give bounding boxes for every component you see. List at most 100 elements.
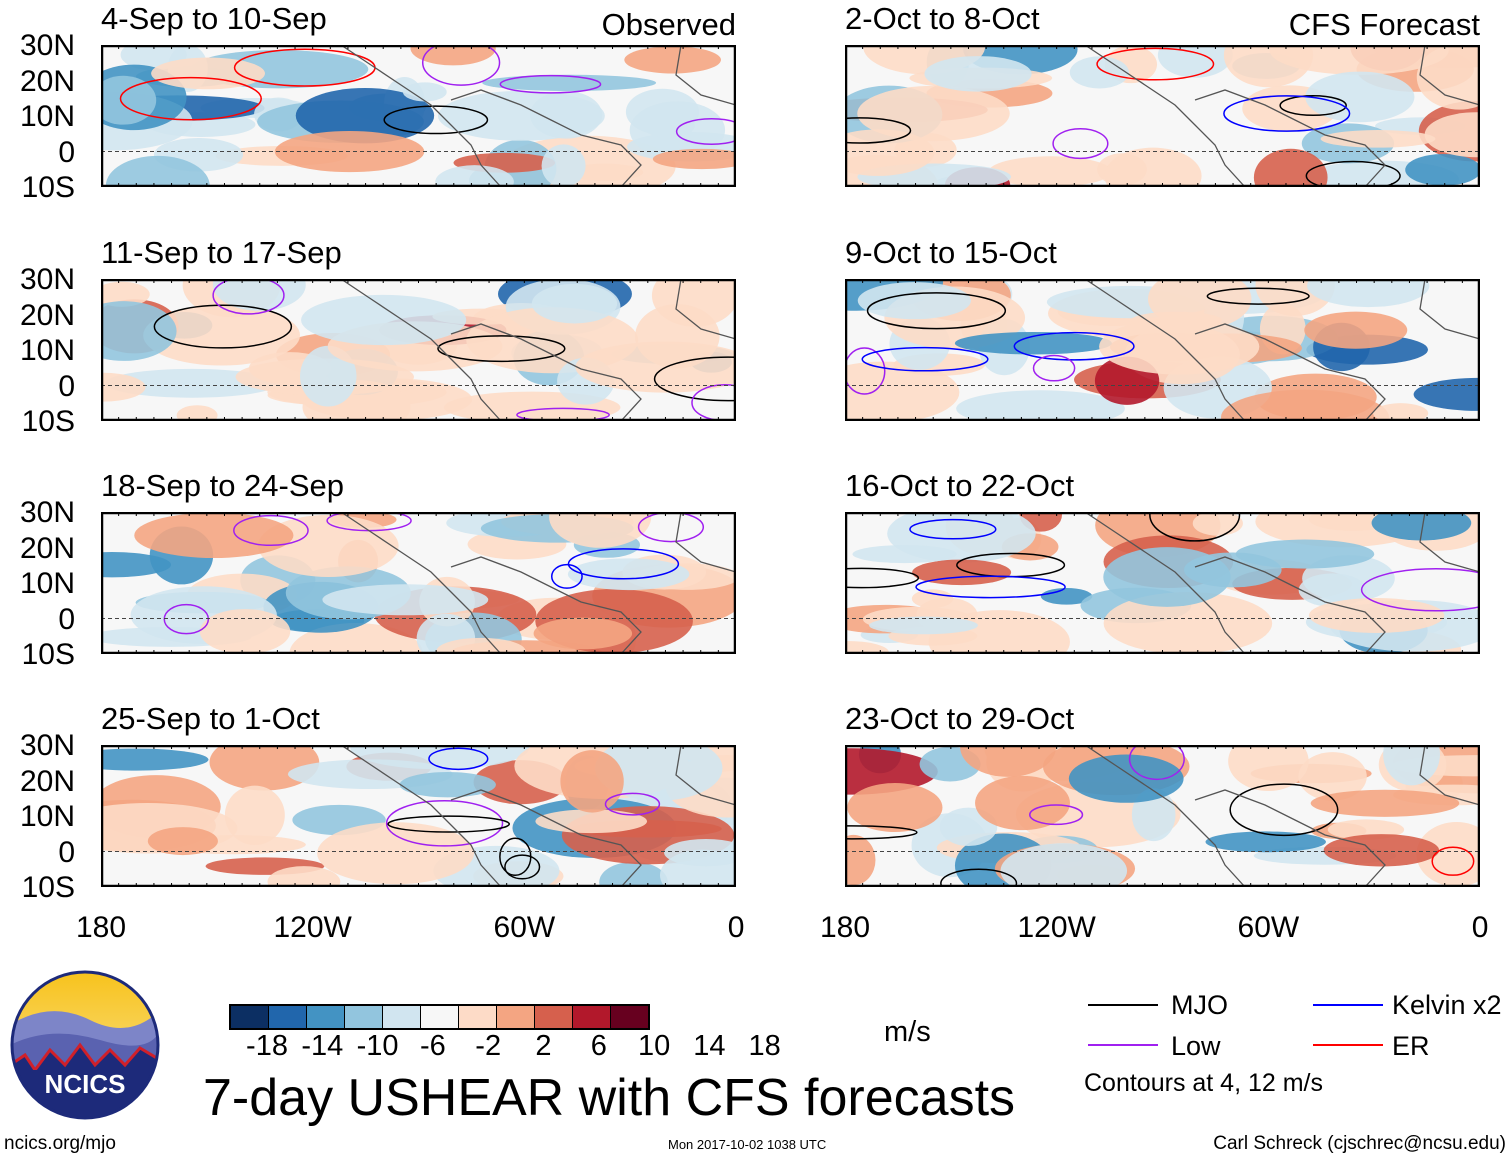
colorbar-swatch (573, 1006, 611, 1028)
coastline (1084, 512, 1480, 654)
wave-contour (1149, 512, 1241, 542)
shear-anomaly-region (176, 405, 218, 421)
shear-anomaly-region (1104, 147, 1202, 187)
wave-contour (1305, 160, 1401, 187)
shear-anomaly-region (1192, 512, 1243, 536)
lat-label: 0 (58, 602, 75, 636)
credit: Carl Schreck (cjschrec@ncsu.edu) (1213, 1133, 1506, 1154)
colorbar-swatch (345, 1006, 383, 1028)
shear-anomaly-region (560, 750, 624, 813)
shear-anomaly-region (1099, 318, 1260, 375)
wave-contour (1128, 745, 1185, 781)
wave-contour (845, 347, 886, 395)
colorbar-unit: m/s (884, 1016, 931, 1048)
shear-map (845, 745, 1480, 887)
shear-anomaly-region (101, 552, 172, 578)
wave-contour (675, 118, 736, 145)
lat-label: 10N (19, 800, 75, 833)
shear-anomaly-region (410, 45, 496, 66)
colorbar-swatch (269, 1006, 307, 1028)
shear-anomaly-region (845, 129, 935, 176)
lat-label: 20N (19, 64, 75, 98)
wave-contour (1096, 47, 1215, 81)
panel-title: 18-Sep to 24-Sep (101, 468, 345, 503)
colorbar-swatch (307, 1006, 345, 1028)
shear-anomaly-region (1413, 377, 1480, 411)
wave-contour (421, 45, 501, 86)
map-panel (845, 45, 1480, 187)
legend-label-low: Low (1171, 1031, 1221, 1061)
shear-anomaly-region (1305, 71, 1415, 123)
shear-anomaly-region (635, 304, 720, 369)
shear-anomaly-region (101, 281, 150, 307)
colorbar (229, 1004, 650, 1030)
shear-anomaly-region (267, 866, 341, 887)
lat-label: 10N (19, 567, 75, 600)
legend-line-er (1313, 1044, 1383, 1046)
shear-anomaly-region (852, 545, 957, 564)
shear-anomaly-region (1307, 279, 1430, 308)
shear-anomaly-region (209, 745, 320, 791)
shear-anomaly-region (1103, 592, 1273, 654)
shear-anomaly-region (1424, 112, 1480, 158)
wave-contour (940, 868, 1018, 887)
shear-anomaly-region (1405, 153, 1480, 186)
lat-label: 0 (58, 835, 75, 869)
footer-url[interactable]: ncics.org/mjo (4, 1133, 116, 1154)
wave-contour (845, 117, 912, 144)
lat-label: 10S (21, 171, 75, 204)
shear-anomaly-region (1320, 130, 1436, 148)
ncics-logo: NCICS (10, 970, 160, 1120)
colorbar-tick-label: 10 (637, 1030, 671, 1062)
panel-title: 9-Oct to 15-Oct (845, 235, 1057, 270)
wave-contour (212, 279, 285, 315)
shear-anomaly-region (535, 809, 648, 834)
colorbar-swatch (383, 1006, 421, 1028)
wave-contour (861, 346, 989, 372)
shear-anomaly-region (624, 46, 721, 74)
timestamp: Mon 2017-10-02 1038 UTC (668, 1137, 827, 1152)
shear-anomaly-region (1269, 45, 1449, 75)
wave-contour (845, 825, 918, 840)
legend-note: Contours at 4, 12 m/s (1084, 1069, 1324, 1097)
shear-anomaly-region (1068, 754, 1184, 803)
shear-anomaly-region (212, 279, 306, 311)
shear-anomaly-region (533, 617, 633, 650)
shear-map (845, 512, 1480, 654)
shear-anomaly-region (1373, 403, 1429, 421)
shear-anomaly-region (1235, 539, 1375, 569)
legend-label-kelvin: Kelvin x2 (1392, 990, 1502, 1020)
shear-anomaly-region (549, 512, 652, 548)
colorbar-swatch (497, 1006, 535, 1028)
shear-anomaly-region (1383, 745, 1441, 786)
shear-anomaly-region (101, 75, 157, 125)
shear-anomaly-region (659, 849, 736, 887)
lat-label: 30N (19, 29, 75, 62)
shear-map (845, 45, 1480, 187)
shear-anomaly-region (1298, 573, 1367, 607)
shear-anomaly-region (101, 372, 146, 402)
shear-anomaly-region (845, 834, 876, 886)
colorbar-swatch (231, 1006, 269, 1028)
shear-anomaly-region (975, 775, 1070, 831)
shear-anomaly-region (541, 144, 586, 187)
map-panel (101, 512, 736, 654)
shear-map (101, 279, 736, 421)
wave-contour (383, 105, 489, 135)
shear-anomaly-region (1157, 45, 1233, 78)
lat-label: 20N (19, 531, 75, 565)
shear-anomaly-region (301, 294, 467, 346)
shear-anomaly-region (845, 748, 938, 795)
wave-contour (385, 800, 504, 847)
shear-anomaly-region (399, 772, 496, 798)
shear-anomaly-region (869, 616, 978, 635)
shear-anomaly-region (912, 559, 1012, 586)
wave-contour (1431, 846, 1475, 876)
shear-anomaly-region (1069, 56, 1129, 89)
wave-contour (567, 548, 680, 580)
shear-anomaly-region (531, 283, 618, 324)
shear-anomaly-region (1205, 831, 1326, 853)
colorbar-swatch (459, 1006, 497, 1028)
shear-anomaly-region (224, 785, 285, 845)
coastline (1084, 745, 1480, 887)
